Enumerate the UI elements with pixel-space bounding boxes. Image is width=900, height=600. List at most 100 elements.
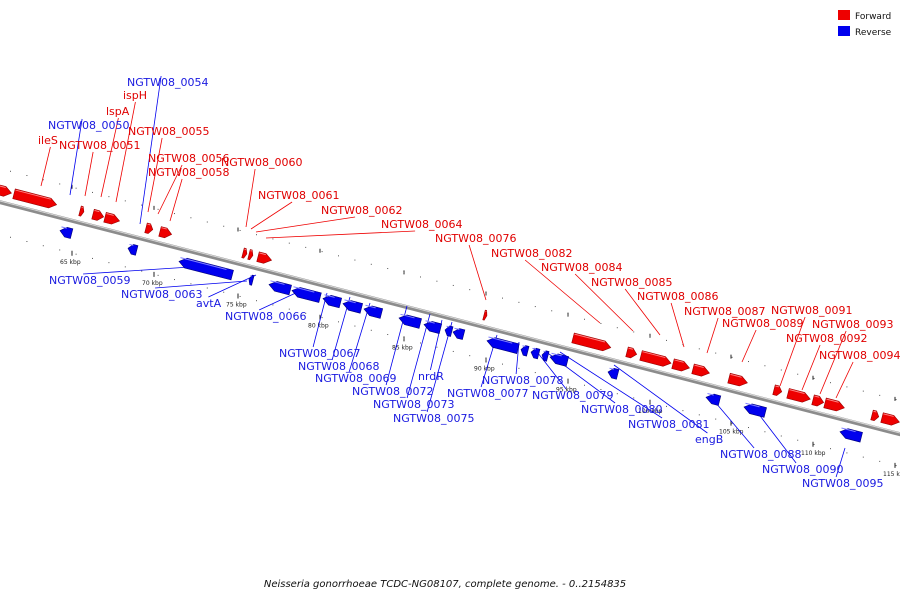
reverse-gene-bevel	[129, 243, 134, 246]
minor-tick-lower	[403, 338, 405, 340]
reverse-gene-19	[705, 392, 722, 406]
minor-tick-lower	[272, 304, 274, 306]
forward-gene-label: NGTW08_0093	[812, 318, 893, 331]
reverse-gene-bevel	[454, 327, 460, 330]
forward-gene-label: lspA	[106, 105, 130, 118]
minor-tick-upper	[26, 175, 28, 177]
reverse-gene-label: avtA	[196, 297, 222, 310]
reverse-gene-label: NGTW08_0088	[720, 448, 801, 461]
forward-gene-10	[482, 309, 488, 321]
reverse-gene-4	[268, 280, 292, 296]
backbone-highlight	[0, 200, 900, 434]
forward-leader-line	[265, 230, 416, 239]
reverse-gene-3	[248, 274, 255, 286]
reverse-gene-arrow	[549, 353, 570, 367]
minor-tick-lower	[666, 405, 667, 407]
forward-gene-bevel	[15, 189, 51, 200]
reverse-gene-bevel	[180, 257, 227, 270]
minor-tick-upper	[108, 196, 110, 198]
forward-leader-line	[84, 151, 94, 197]
forward-gene-label: NGTW08_0092	[786, 332, 867, 345]
reverse-gene-arrow	[486, 337, 520, 354]
minor-tick-upper	[502, 297, 503, 299]
reverse-gene-bevel	[707, 392, 714, 396]
reverse-gene-bevel	[61, 226, 67, 229]
minor-tick-lower	[862, 456, 864, 458]
minor-tick-lower	[567, 380, 569, 382]
minor-tick-upper	[715, 352, 717, 354]
minor-tick-lower	[206, 287, 208, 289]
forward-gene-label: NGTW08_0064	[381, 218, 462, 231]
forward-leader-line	[801, 344, 821, 391]
reverse-gene-label: NGTW08_0095	[802, 477, 883, 490]
forward-gene-label: NGTW08_0060	[221, 156, 302, 169]
legend-reverse-swatch	[838, 26, 850, 36]
minor-tick-upper	[190, 217, 192, 219]
minor-tick-lower	[830, 448, 831, 450]
forward-gene-arrow	[0, 183, 12, 197]
minor-tick-lower	[797, 439, 799, 441]
minor-tick-upper	[846, 386, 848, 388]
minor-tick-lower	[370, 329, 372, 331]
reverse-gene-label: NGTW08_0090	[762, 463, 843, 476]
tick-label: 110 kbp	[801, 450, 826, 457]
reverse-gene-label: NGTW08_0077	[447, 387, 528, 400]
reverse-gene-arrow	[59, 227, 74, 239]
forward-leader-line	[574, 273, 634, 332]
reverse-gene-bevel	[551, 352, 562, 357]
minor-tick-lower	[92, 257, 93, 259]
forward-gene-18	[786, 388, 811, 403]
forward-gene-label: NGTW08_0051	[59, 139, 140, 152]
minor-tick-upper	[600, 322, 602, 324]
forward-leader-line	[147, 137, 163, 213]
reverse-gene-bevel	[324, 294, 335, 298]
reverse-gene-11	[444, 325, 454, 337]
minor-tick-upper	[469, 289, 471, 291]
reverse-gene-arrow	[520, 345, 530, 357]
reverse-gene-bevel	[532, 347, 536, 350]
reverse-gene-label: NGTW08_0054	[127, 76, 208, 89]
reverse-gene-arrow	[530, 347, 541, 360]
reverse-gene-15	[530, 347, 541, 360]
forward-gene-15	[691, 363, 710, 377]
minor-tick-lower	[469, 355, 471, 357]
forward-gene-bevel	[259, 252, 266, 256]
reverse-gene-label: NGTW08_0066	[225, 310, 306, 323]
reverse-gene-label: NGTW08_0075	[393, 412, 474, 425]
forward-gene-bevel	[642, 351, 666, 359]
minor-tick-upper	[633, 331, 635, 333]
legend-forward-swatch	[838, 10, 850, 20]
reverse-leader-line	[139, 75, 162, 225]
forward-gene-label: NGTW08_0076	[435, 232, 516, 245]
forward-gene-6	[158, 226, 173, 239]
minor-tick-upper	[370, 263, 372, 265]
reverse-gene-arrow	[398, 314, 422, 329]
forward-gene-arrow	[247, 249, 254, 261]
minor-tick-lower	[813, 443, 815, 445]
forward-gene-label: ileS	[38, 134, 58, 147]
minor-tick-upper	[92, 191, 93, 193]
forward-leader-line	[250, 201, 293, 230]
reverse-gene-label: nrdR	[418, 370, 444, 383]
minor-tick-upper	[75, 187, 77, 189]
tick-label: 105 kbp	[719, 429, 744, 436]
forward-gene-label: NGTW08_0055	[128, 125, 209, 138]
forward-gene-arrow	[241, 247, 248, 259]
tick-label: 70 kbp	[142, 280, 163, 287]
reverse-gene-label: NGTW08_0050	[48, 119, 129, 132]
minor-tick-lower	[551, 376, 553, 378]
minor-tick-lower	[748, 427, 749, 429]
forward-gene-label: NGTW08_0056	[148, 152, 229, 165]
reverse-leader-line	[559, 351, 663, 419]
reverse-gene-18	[607, 367, 620, 380]
forward-gene-bevel	[106, 213, 114, 216]
minor-tick-upper	[584, 318, 585, 320]
forward-gene-21	[870, 409, 880, 422]
forward-gene-bevel	[775, 385, 779, 388]
genome-backbone	[0, 200, 900, 437]
minor-tick-lower	[731, 422, 733, 424]
reverse-gene-label: NGTW08_0072	[352, 385, 433, 398]
minor-tick-lower	[502, 363, 503, 365]
reverse-gene-arrow	[839, 428, 863, 443]
forward-gene-4	[103, 212, 121, 225]
